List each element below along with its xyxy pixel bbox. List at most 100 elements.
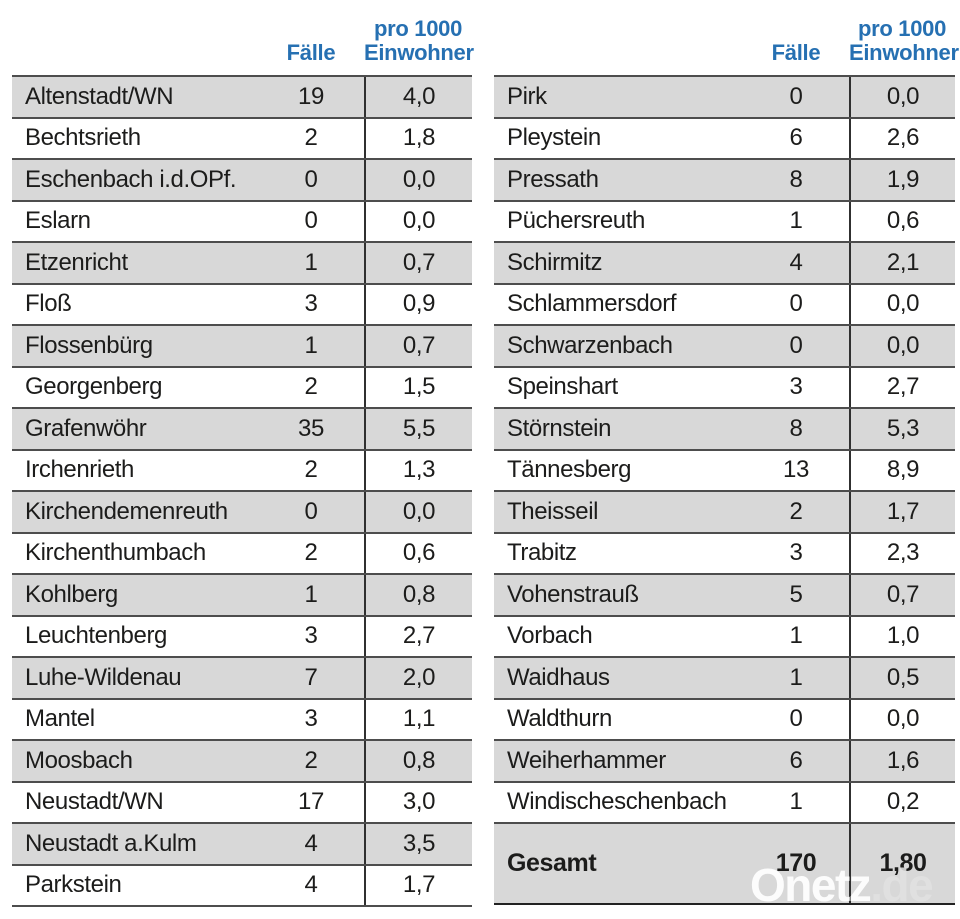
- table-row: Kohlberg 1 0,8: [12, 575, 472, 617]
- municipality-name: Parkstein: [25, 871, 122, 899]
- table-row: Trabitz 3 2,3: [494, 533, 955, 575]
- table-row: Eschenbach i.d.OPf. 0 0,0: [12, 160, 472, 202]
- rate-value: 0,0: [849, 77, 955, 117]
- cases-value: 2: [304, 456, 318, 484]
- table-row: Georgenberg 2 1,5: [12, 367, 472, 409]
- total-row: Gesamt 170 1,80: [494, 824, 955, 905]
- municipality-name: Georgenberg: [25, 373, 163, 401]
- rate-value: 2,1: [849, 243, 955, 283]
- total-label: Gesamt: [507, 849, 597, 877]
- table-row: Grafenwöhr 35 5,5: [12, 409, 472, 451]
- cases-value: 13: [783, 456, 809, 484]
- table-row: Windischeschenbach 1 0,2: [494, 782, 955, 824]
- rate-value: 2,0: [364, 658, 472, 698]
- municipality-name: Schlammersdorf: [507, 290, 677, 318]
- municipality-name: Waldthurn: [507, 705, 612, 733]
- rate-value: 0,5: [849, 658, 955, 698]
- cases-value: 0: [789, 82, 803, 110]
- table-row: Kirchendemenreuth 0 0,0: [12, 492, 472, 534]
- rate-column-header: pro 1000 Einwohner: [849, 15, 959, 66]
- municipality-name: Kirchendemenreuth: [25, 497, 228, 525]
- rate-value: 5,5: [364, 409, 472, 449]
- cases-value: 6: [789, 746, 803, 774]
- table-row: Pressath 8 1,9: [494, 160, 955, 202]
- cases-value: 1: [304, 248, 318, 276]
- cases-value: 1: [304, 580, 318, 608]
- table-row: Altenstadt/WN 19 4,0: [12, 77, 472, 119]
- municipality-name: Theisseil: [507, 497, 599, 525]
- table-row: Tännesberg 13 8,9: [494, 450, 955, 492]
- rate-value: 2,7: [849, 367, 955, 407]
- table-row: Irchenrieth 2 1,3: [12, 450, 472, 492]
- table-right-header: Fälle pro 1000 Einwohner: [494, 0, 959, 75]
- table-row: Neustadt a.Kulm 4 3,5: [12, 824, 472, 866]
- table-row: Schirmitz 4 2,1: [494, 243, 955, 285]
- cases-value: 1: [789, 207, 803, 235]
- municipality-name: Püchersreuth: [507, 207, 645, 235]
- table-row: Neustadt/WN 17 3,0: [12, 782, 472, 824]
- municipality-name: Grafenwöhr: [25, 414, 147, 442]
- table-row: Mantel 3 1,1: [12, 699, 472, 741]
- municipality-name: Speinshart: [507, 373, 618, 401]
- cases-value: 2: [304, 539, 318, 567]
- rate-value: 1,8: [364, 118, 472, 158]
- municipality-name: Etzenricht: [25, 248, 128, 276]
- cases-value: 3: [304, 290, 318, 318]
- cases-value: 0: [789, 705, 803, 733]
- cases-value: 0: [304, 165, 318, 193]
- rate-value: 1,6: [849, 741, 955, 781]
- rate-value: 1,0: [849, 616, 955, 656]
- table-right-body: Pirk 0 0,0 Pleystein 6 2,6 Pressath 8 1,…: [494, 75, 955, 824]
- table-row: Püchersreuth 1 0,6: [494, 201, 955, 243]
- municipality-name: Moosbach: [25, 746, 133, 774]
- rate-value: 0,0: [364, 160, 472, 200]
- table-row: Theisseil 2 1,7: [494, 492, 955, 534]
- municipality-name: Pressath: [507, 165, 599, 193]
- rate-value: 0,9: [364, 284, 472, 324]
- table-row: Leuchtenberg 3 2,7: [12, 616, 472, 658]
- cases-value: 2: [304, 124, 318, 152]
- total-rate-value: 1,80: [849, 824, 955, 903]
- municipality-name: Eslarn: [25, 207, 91, 235]
- table-row: Floß 3 0,9: [12, 284, 472, 326]
- cases-value: 2: [789, 497, 803, 525]
- cases-column-header: Fälle: [771, 40, 821, 65]
- table-row: Schwarzenbach 0 0,0: [494, 326, 955, 368]
- municipality-name: Schwarzenbach: [507, 331, 673, 359]
- municipality-name: Störnstein: [507, 414, 612, 442]
- cases-value: 4: [304, 829, 318, 857]
- rate-value: 0,6: [849, 201, 955, 241]
- rate-value: 0,7: [364, 243, 472, 283]
- municipality-name: Schirmitz: [507, 248, 603, 276]
- table-left-header: Fälle pro 1000 Einwohner: [12, 0, 474, 75]
- municipality-name: Waidhaus: [507, 663, 610, 691]
- rate-value: 0,7: [364, 326, 472, 366]
- rate-header-line1: pro 1000: [857, 15, 947, 41]
- municipality-name: Kirchenthumbach: [25, 539, 206, 567]
- table-row: Parkstein 4 1,7: [12, 865, 472, 907]
- municipality-name: Neustadt a.Kulm: [25, 829, 197, 857]
- rate-value: 2,6: [849, 118, 955, 158]
- cases-value: 1: [789, 788, 803, 816]
- table-left-body: Altenstadt/WN 19 4,0 Bechtsrieth 2 1,8 E…: [12, 75, 472, 907]
- cases-value: 0: [789, 290, 803, 318]
- rate-value: 3,0: [364, 782, 472, 822]
- rate-header-line2: Einwohner: [364, 40, 474, 66]
- table-row: Pleystein 6 2,6: [494, 118, 955, 160]
- table-right: Fälle pro 1000 Einwohner Pirk 0 0,0 Pley…: [494, 0, 959, 905]
- table-row: Weiherhammer 6 1,6: [494, 741, 955, 783]
- municipality-name: Eschenbach i.d.OPf.: [25, 165, 237, 193]
- municipality-name: Flossenbürg: [25, 331, 153, 359]
- cases-value: 1: [789, 663, 803, 691]
- table-row: Vohenstrauß 5 0,7: [494, 575, 955, 617]
- rate-value: 4,0: [364, 77, 472, 117]
- rate-value: 2,3: [849, 533, 955, 573]
- rate-value: 2,7: [364, 616, 472, 656]
- rate-value: 0,2: [849, 782, 955, 822]
- municipality-name: Weiherhammer: [507, 746, 666, 774]
- rate-value: 0,0: [849, 326, 955, 366]
- rate-value: 1,7: [364, 865, 472, 905]
- cases-value: 19: [298, 82, 324, 110]
- cases-value: 17: [298, 788, 324, 816]
- municipality-name: Pleystein: [507, 124, 601, 152]
